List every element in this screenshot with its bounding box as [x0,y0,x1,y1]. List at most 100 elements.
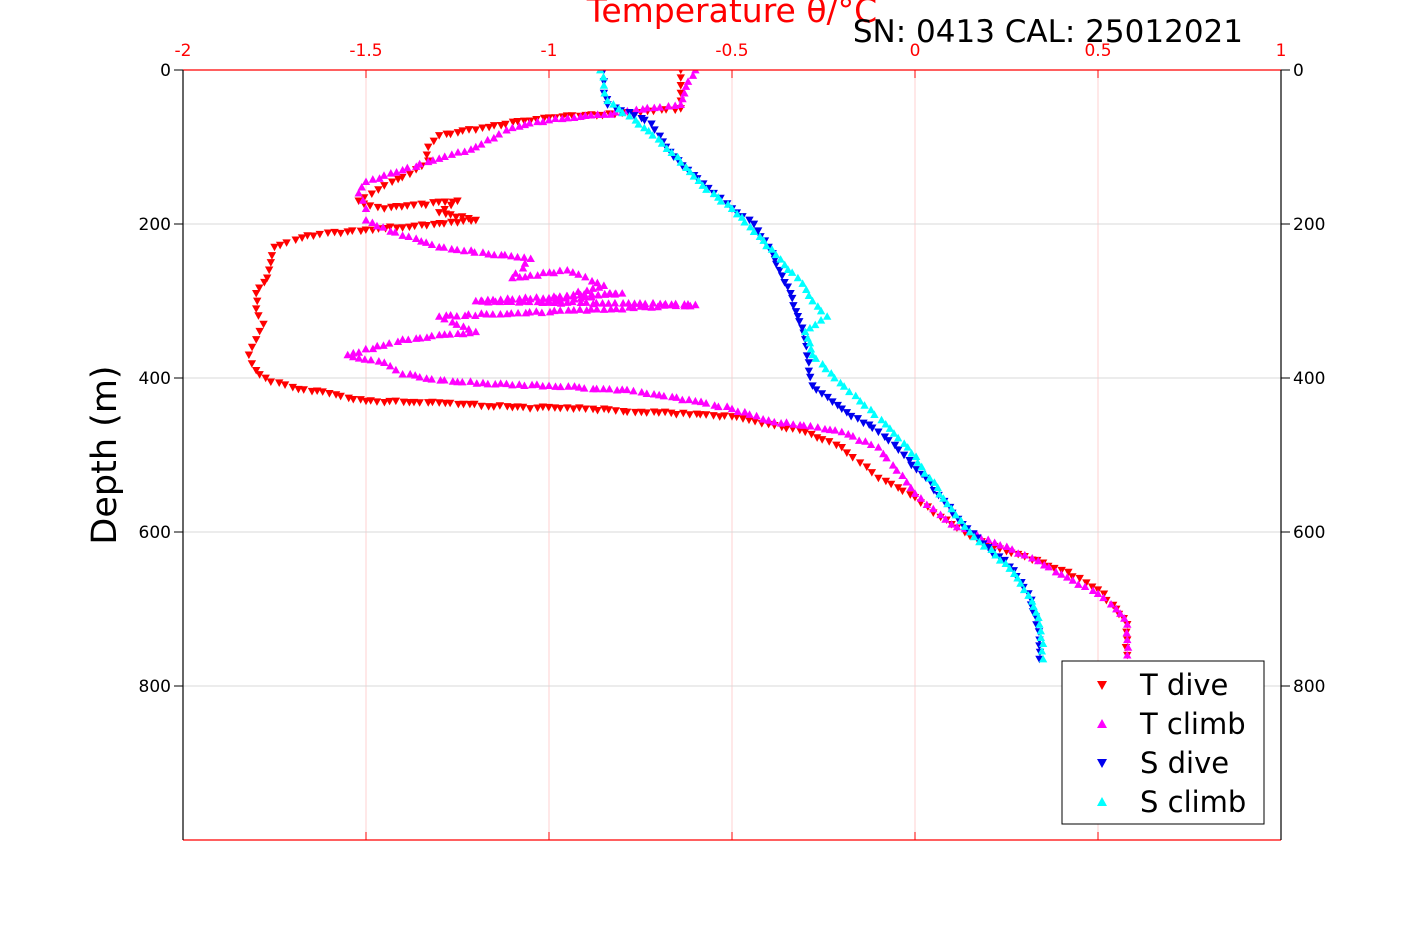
x-tick-label: 0.5 [1084,41,1111,61]
data-point [1088,586,1098,594]
data-point [1040,560,1049,569]
data-point [354,354,364,362]
data-point [564,306,573,314]
data-point [681,82,691,90]
data-point [472,379,481,387]
data-point [252,366,261,375]
data-point [421,201,431,210]
data-point [995,556,1005,564]
data-point [1038,639,1048,648]
serial-calibration-label: SN: 0413 CAL: 25012021 [853,14,1243,50]
data-point [842,449,852,457]
legend-marker [1097,681,1107,690]
data-point [805,323,815,332]
data-point [435,132,444,140]
data-point [1112,604,1121,613]
data-point [817,390,827,398]
data-point [587,276,597,285]
data-point [696,397,706,406]
data-point [822,312,832,320]
data-point [817,436,827,444]
data-point [702,185,711,193]
data-point [816,306,826,315]
data-point [825,425,835,434]
data-point [500,250,510,259]
data-point [255,327,264,336]
data-point [650,126,659,134]
data-point [330,228,339,237]
data-point [698,181,707,189]
data-point [907,461,916,470]
data-point [392,202,401,211]
data-point [543,298,552,306]
data-point [910,489,920,497]
data-point [354,189,363,197]
data-point [247,360,257,368]
data-point [360,355,370,363]
data-point [845,387,854,396]
data-point [435,399,444,407]
data-point [811,354,821,362]
data-point [798,279,807,287]
data-point [410,371,420,379]
data-point [676,100,685,109]
data-point [939,494,948,502]
data-point [678,94,687,103]
data-point [960,522,970,530]
legend-marker [1097,759,1107,768]
data-point [445,330,455,338]
data-point [521,308,530,317]
data-point [855,396,865,405]
data-point [563,113,572,122]
data-point [555,292,565,300]
data-point [484,123,494,132]
data-point [916,494,926,502]
data-point [1123,643,1133,651]
data-point [515,294,524,303]
data-point [860,401,869,409]
data-point [604,299,613,307]
data-point [424,157,433,166]
y-tick-label-left: 800 [139,677,171,697]
data-point [907,449,916,457]
data-point [458,377,467,386]
y-tick-label-right: 200 [1293,215,1325,235]
data-point [793,313,803,321]
data-point [385,397,394,406]
y-tick-label-right: 800 [1293,677,1325,697]
data-point [440,314,449,323]
data-point [483,135,492,144]
data-point [323,229,333,238]
x-tick-label: -1 [541,41,558,61]
data-point [525,405,535,413]
data-point [393,337,403,346]
data-point [519,297,528,305]
data-point [538,381,547,390]
data-point [262,274,272,283]
data-point [563,266,572,274]
data-point [336,392,345,401]
data-point [689,172,699,180]
data-point [576,112,585,120]
data-point [782,425,791,433]
data-point [1088,583,1097,592]
data-point [511,269,520,277]
data-point [758,415,768,423]
data-point [647,120,656,129]
y-tick-labels-right: 0 200 400 600 800 [1293,61,1325,697]
data-point [789,420,798,428]
data-point [913,458,922,466]
data-point [625,112,634,120]
data-point [427,331,436,340]
data-point [894,446,903,454]
data-point [732,413,741,422]
data-point [428,156,438,164]
data-point [1051,567,1061,576]
data-point [580,384,589,392]
data-point [365,202,375,210]
data-point [611,407,620,415]
data-point [592,304,602,313]
data-point [749,227,759,236]
data-point [427,375,436,383]
data-point [1122,628,1131,637]
